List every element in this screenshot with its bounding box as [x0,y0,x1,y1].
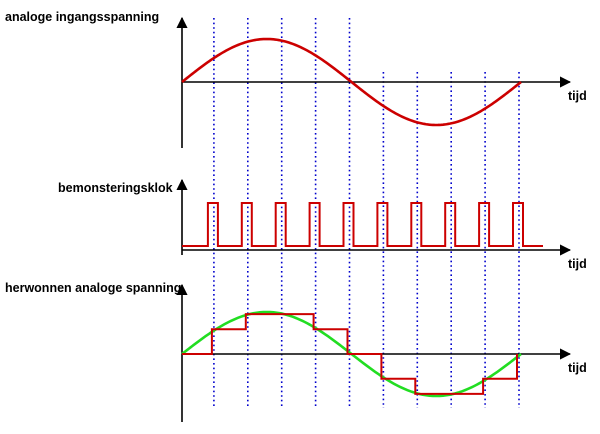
input-title: analoge ingangsspanning [5,10,159,24]
staircase-signal [182,313,518,395]
recovered-time-label: tijd [568,361,587,375]
input-sine-curve [181,37,522,127]
recovered-title: herwonnen analoge spanning [5,281,181,295]
clock-title: bemonsteringsklok [58,181,173,195]
clock-pulse-train [182,202,543,247]
clock-time-label: tijd [568,257,587,271]
panel-input: analoge ingangsspanning tijd [5,10,587,148]
input-time-label: tijd [568,89,587,103]
sample-lines [213,18,520,408]
panel-clock: bemonsteringsklok tijd [58,178,587,271]
panel-recovered: herwonnen analoge spanning tijd [5,281,587,422]
